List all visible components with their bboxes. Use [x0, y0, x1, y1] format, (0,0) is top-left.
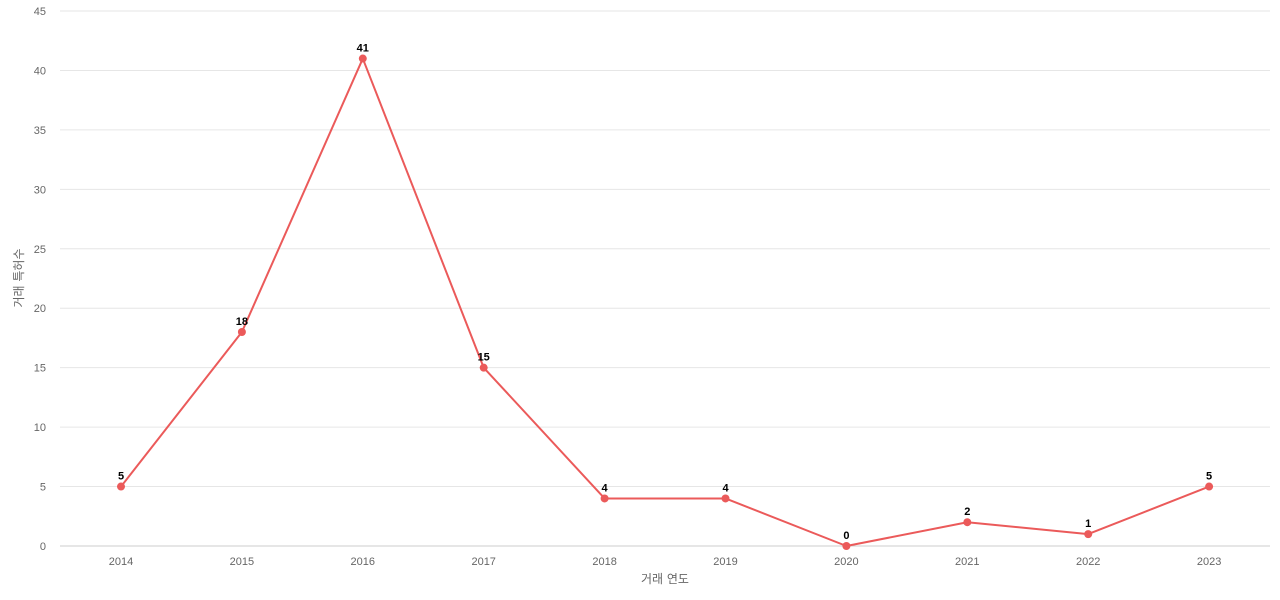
- data-label: 15: [478, 352, 490, 364]
- x-tick-label: 2022: [1076, 556, 1100, 568]
- data-label: 41: [357, 43, 369, 55]
- y-axis-title: 거래 특허수: [12, 248, 26, 307]
- y-tick-label: 40: [34, 65, 46, 77]
- x-tick-label: 2020: [834, 556, 858, 568]
- data-point[interactable]: [237, 328, 246, 336]
- data-label: 5: [118, 471, 124, 483]
- x-tick-label: 2015: [230, 556, 254, 568]
- x-axis-title: 거래 연도: [641, 572, 689, 586]
- x-tick-label: 2019: [713, 556, 737, 568]
- data-point[interactable]: [117, 482, 125, 491]
- data-label: 1: [1085, 518, 1091, 530]
- data-point[interactable]: [1205, 482, 1214, 491]
- x-tick-label: 2018: [592, 556, 616, 568]
- data-label: 4: [722, 482, 729, 494]
- data-label: 5: [1206, 471, 1212, 483]
- x-tick-label: 2023: [1197, 556, 1221, 568]
- data-label: 4: [602, 482, 609, 494]
- data-point[interactable]: [842, 542, 851, 550]
- y-tick-label: 30: [34, 184, 46, 196]
- x-axis: 2014 2015 2016 2017 2018 2019 2020 2021 2022 2023: [109, 556, 1222, 568]
- data-point[interactable]: [600, 494, 609, 503]
- grid-layer: [60, 10, 1270, 547]
- data-point[interactable]: [479, 363, 488, 372]
- data-label: 0: [843, 530, 849, 542]
- data-label: 18: [236, 316, 248, 328]
- data-point[interactable]: [721, 494, 730, 503]
- series-line: [120, 57, 1210, 547]
- y-tick-label: 15: [34, 363, 46, 375]
- y-tick-label: 0: [40, 541, 46, 553]
- x-tick-label: 2014: [109, 556, 133, 568]
- data-point[interactable]: [358, 54, 367, 63]
- y-tick-label: 10: [34, 422, 46, 434]
- y-axis: 0 5 10 15 20 25 30 35 40 45: [34, 6, 46, 553]
- x-tick-label: 2016: [351, 556, 375, 568]
- data-label: 2: [964, 506, 970, 518]
- x-tick-label: 2021: [955, 556, 979, 568]
- data-point[interactable]: [1084, 530, 1093, 539]
- y-tick-label: 45: [34, 6, 46, 18]
- y-tick-label: 5: [40, 482, 46, 494]
- data-point[interactable]: [963, 518, 972, 527]
- y-tick-label: 20: [34, 303, 46, 315]
- y-tick-label: 35: [34, 125, 46, 137]
- y-tick-label: 25: [34, 244, 46, 256]
- series-layer: [117, 54, 1214, 550]
- x-tick-label: 2017: [471, 556, 495, 568]
